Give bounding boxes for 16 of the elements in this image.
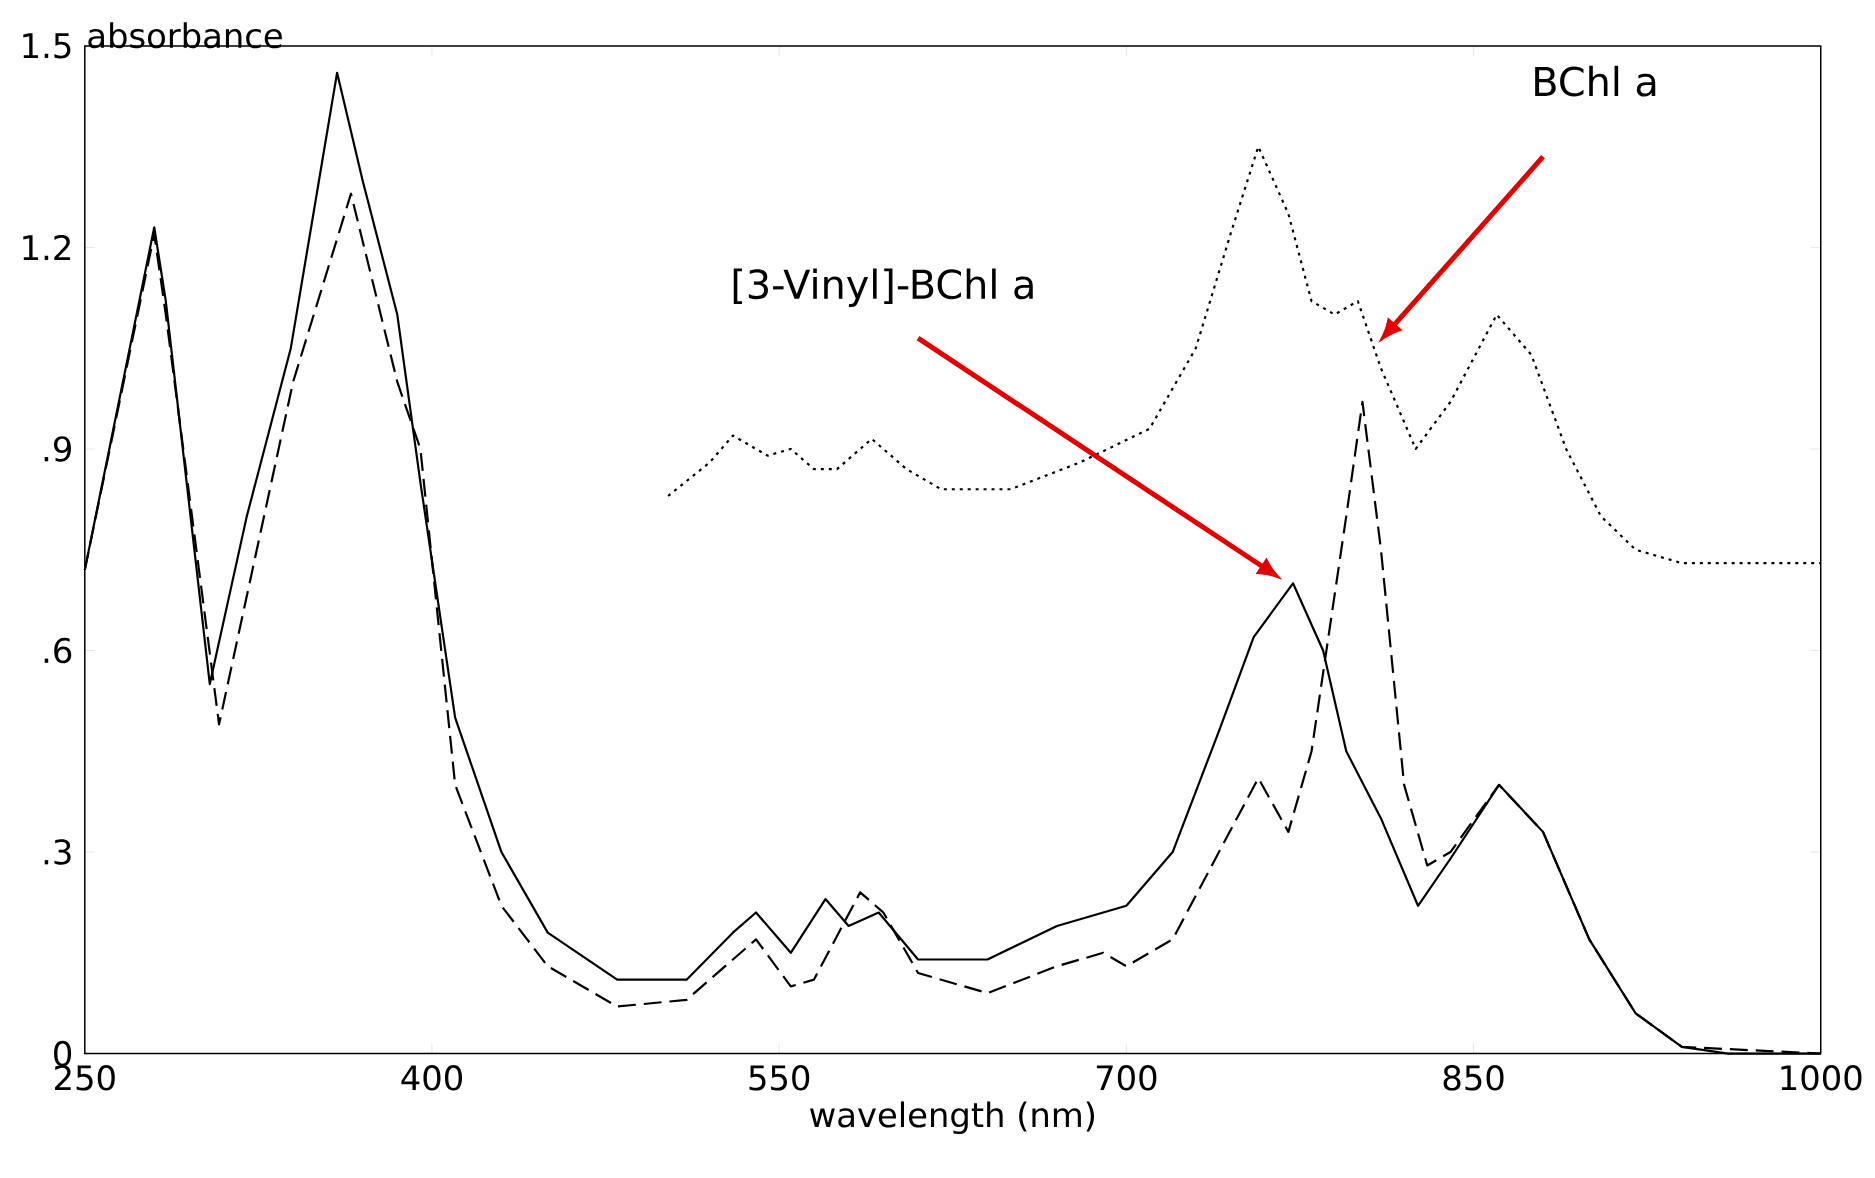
x-tick-label: 250 (55, 1064, 115, 1091)
x-tick-label: 400 (401, 1064, 462, 1091)
annotation: [3-Vinyl]-BChl a (733, 268, 1033, 307)
y-tick-label: .9 (44, 436, 71, 462)
y-tick-label: 1.2 (23, 234, 70, 260)
y-axis-title: absorbance (88, 22, 282, 49)
y-tick-label: .3 (44, 839, 71, 865)
y-tick-label: 1.5 (23, 33, 71, 59)
x-axis-title: wavelength (nm) (810, 1101, 1095, 1134)
annotation: BChl a (1535, 65, 1656, 97)
y-tick-label: .6 (44, 637, 72, 664)
x-tick-label: 1000 (1781, 1064, 1862, 1091)
x-tick-label: 550 (749, 1064, 810, 1091)
y-tick-label: 0 (54, 1040, 72, 1067)
x-tick-label: 700 (1096, 1064, 1157, 1091)
x-tick-label: 850 (1443, 1064, 1504, 1091)
